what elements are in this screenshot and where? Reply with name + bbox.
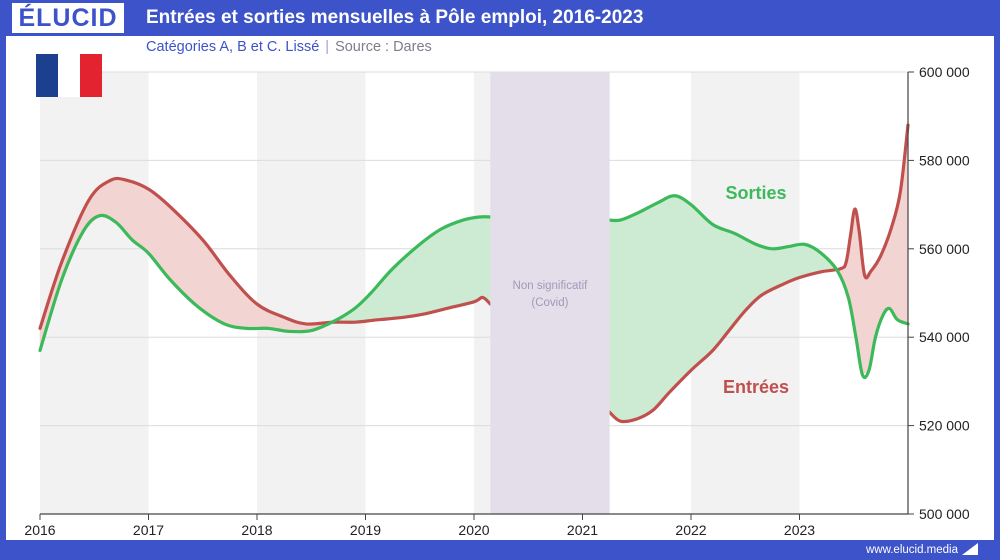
gap-fill <box>755 243 762 302</box>
gap-fill <box>889 226 893 313</box>
gap-fill <box>479 216 483 300</box>
sorties-line <box>38 213 492 353</box>
gap-fill <box>462 217 475 305</box>
y-tick-label: 600 000 <box>919 64 970 80</box>
gap-fill <box>674 195 692 388</box>
gap-fill <box>620 212 638 422</box>
gap-fill <box>782 246 789 285</box>
header-bar: ÉLUCID Entrées et sorties mensuelles à P… <box>0 0 1000 36</box>
entrees-line <box>608 123 910 424</box>
site-logo-icon <box>962 543 978 555</box>
gap-fill <box>658 197 670 406</box>
gap-fill <box>728 230 735 332</box>
x-tick-label: 2016 <box>24 522 55 538</box>
france-flag-icon <box>36 54 102 97</box>
chart-source: Source : Dares <box>335 39 432 55</box>
gap-fill <box>636 204 654 420</box>
gap-fill <box>690 203 714 372</box>
chart-title: Entrées et sorties mensuelles à Pôle emp… <box>146 7 644 28</box>
covid-label-sub: (Covid) <box>531 297 568 309</box>
gap-fill <box>446 219 464 309</box>
gap-fill <box>668 195 676 394</box>
x-tick-label: 2021 <box>567 522 598 538</box>
site-link[interactable]: www.elucid.media <box>865 544 958 556</box>
x-tick-label: 2018 <box>241 522 272 538</box>
gap-fill <box>473 216 480 303</box>
gap-fill <box>482 216 491 305</box>
x-tick-label: 2020 <box>458 522 489 538</box>
covid-band <box>490 72 610 514</box>
gap-fill <box>110 179 117 223</box>
gap-fill <box>652 201 659 411</box>
sorties-line <box>608 194 910 380</box>
flag-stripe-blue <box>36 54 58 97</box>
gap-fill <box>609 219 621 422</box>
x-tick-label: 2019 <box>350 522 381 538</box>
gap-fill <box>424 228 442 315</box>
chart-subtitle-line: Catégories A, B et C. Lissé | Source : Dar… <box>146 38 432 56</box>
y-tick-label: 560 000 <box>919 241 970 257</box>
gap-fill <box>197 233 204 311</box>
year-shade-band <box>257 72 366 514</box>
gap-fill <box>419 239 426 316</box>
covid-label: Non significatif <box>513 280 589 292</box>
subtitle-separator: | <box>325 39 330 55</box>
flag-stripe-red <box>80 54 102 97</box>
footer-bar: www.elucid.media <box>0 540 1000 560</box>
gap-fill <box>864 271 870 374</box>
entrees-line <box>38 176 492 330</box>
gap-fill <box>761 245 773 296</box>
gap-fill <box>880 249 884 322</box>
y-tick-label: 580 000 <box>919 152 970 168</box>
gap-fill <box>441 226 448 311</box>
x-tick-label: 2017 <box>133 522 164 538</box>
chart-subtitle: Catégories A, B et C. Lissé <box>146 39 320 55</box>
gap-fill <box>126 179 133 241</box>
sorties-series-label: Sorties <box>725 183 786 203</box>
x-tick-label: 2022 <box>675 522 706 538</box>
y-tick-label: 540 000 <box>919 329 970 345</box>
elucid-logo[interactable]: ÉLUCID <box>12 3 124 33</box>
entrees-series-label: Entrées <box>723 377 789 397</box>
y-tick-label: 520 000 <box>919 418 970 434</box>
gap-fill <box>799 244 806 278</box>
flag-stripe-white <box>58 54 80 97</box>
y-tick-label: 500 000 <box>919 506 970 522</box>
x-tick-label: 2023 <box>784 522 815 538</box>
